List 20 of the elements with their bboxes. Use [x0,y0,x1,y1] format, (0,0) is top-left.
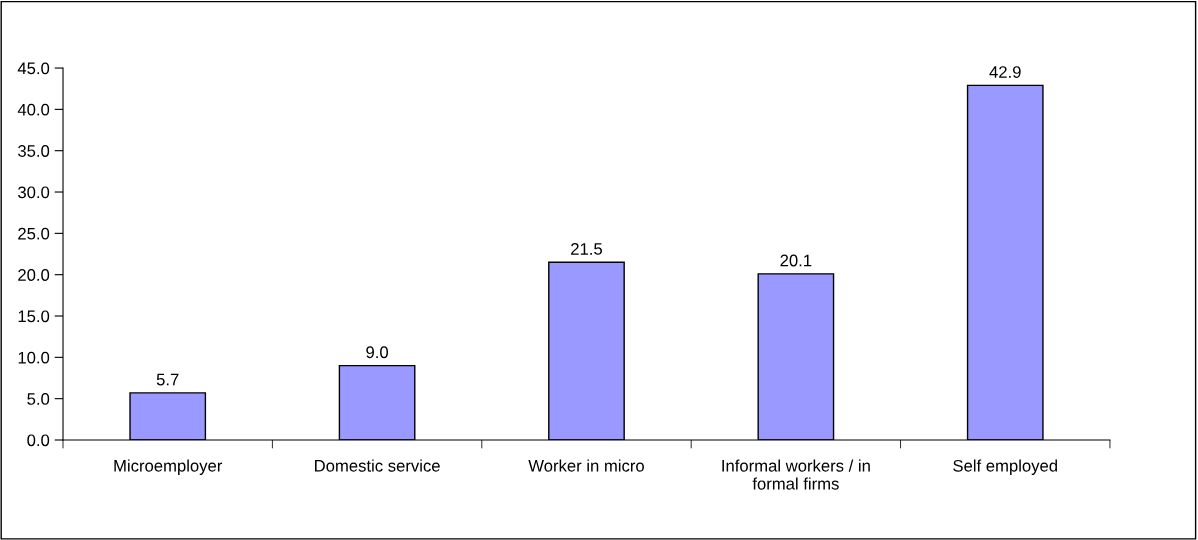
x-tick-label: Domestic service [315,459,440,472]
x-tick-label: Microemployer [114,459,223,475]
data-label: 42.9 [989,66,1021,78]
y-tick-label: 25.0 [18,227,50,240]
data-label: 9.0 [366,346,389,359]
data-label: 21.5 [571,243,602,255]
y-tick-label: 20.0 [18,269,50,281]
y-tick-label: 15.0 [18,310,50,323]
y-tick-label: 5.0 [27,393,50,405]
x-tick-label: Informal workers / in formal firms [722,459,870,490]
data-label: 20.1 [780,254,812,267]
y-tick-label: 40.0 [17,103,50,116]
data-label: 5.7 [156,373,179,386]
y-tick-label: 30.0 [18,186,50,199]
y-tick-label: 45.0 [17,62,50,75]
y-tick-label: 35.0 [18,145,50,157]
y-tick-label: 10.0 [18,351,50,364]
y-tick-label: 0.0 [27,434,50,447]
x-tick-label: Worker in micro [528,459,644,472]
x-tick-label: Self employed [953,459,1057,475]
